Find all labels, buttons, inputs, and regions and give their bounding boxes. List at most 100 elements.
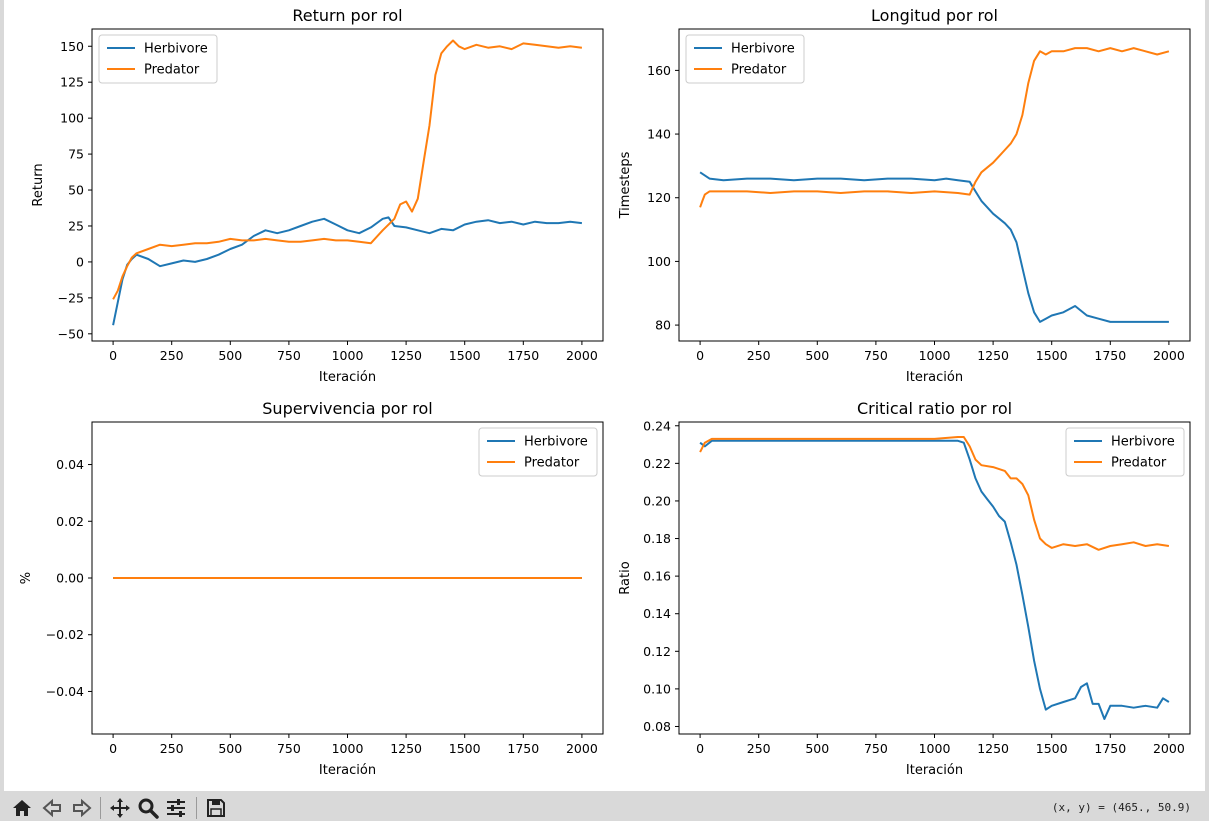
x-tick-label: 1250 <box>390 741 422 756</box>
x-tick-label: 750 <box>277 741 301 756</box>
y-tick-label: 150 <box>60 39 84 54</box>
x-tick-label: 2000 <box>566 348 598 363</box>
navigation-toolbar: (x, y) = (465., 50.9) <box>0 791 1209 821</box>
legend-label: Herbivore <box>524 435 588 450</box>
series-line-predator <box>112 39 583 300</box>
x-tick-label: 1750 <box>507 348 539 363</box>
x-tick-label: 1750 <box>1094 348 1126 363</box>
x-tick-label: 1000 <box>332 741 364 756</box>
chart-title: Longitud por rol <box>871 6 998 25</box>
y-axis-label: Timesteps <box>618 151 633 219</box>
x-tick-label: 500 <box>805 348 829 363</box>
chart-title: Critical ratio por rol <box>857 399 1012 418</box>
series-line-herbivore <box>699 171 1169 323</box>
y-tick-label: 0.00 <box>56 571 84 586</box>
y-tick-label: 100 <box>647 254 671 269</box>
back-button[interactable] <box>38 795 66 821</box>
cursor-coordinates: (x, y) = (465., 50.9) <box>1051 801 1191 814</box>
forward-button[interactable] <box>68 795 96 821</box>
y-axis-label: Ratio <box>618 561 633 594</box>
legend-label: Predator <box>524 456 580 471</box>
legend-label: Herbivore <box>1111 435 1175 450</box>
y-tick-label: 0.02 <box>56 514 84 529</box>
configure-button[interactable] <box>162 795 190 821</box>
legend-label: Predator <box>731 63 787 78</box>
x-tick-label: 1500 <box>1036 348 1068 363</box>
y-tick-label: 75 <box>68 147 84 162</box>
x-tick-label: 750 <box>864 348 888 363</box>
y-tick-label: −0.04 <box>46 684 84 699</box>
x-tick-label: 1500 <box>449 741 481 756</box>
home-icon <box>13 800 31 816</box>
x-tick-label: 250 <box>160 741 184 756</box>
x-tick-label: 500 <box>218 741 242 756</box>
y-tick-label: 0.18 <box>643 531 671 546</box>
x-tick-label: 250 <box>747 741 771 756</box>
y-tick-label: 160 <box>647 63 671 78</box>
y-tick-label: 0 <box>76 254 84 269</box>
save-button[interactable] <box>202 795 230 821</box>
toolbar-separator <box>196 797 197 819</box>
chart-title: Supervivencia por rol <box>262 399 432 418</box>
x-tick-label: 0 <box>696 348 704 363</box>
chart-title: Return por rol <box>292 6 402 25</box>
save-icon <box>207 799 225 817</box>
y-tick-label: 0.08 <box>643 719 671 734</box>
forward-icon <box>73 798 92 818</box>
x-axis-label: Iteración <box>906 370 963 385</box>
back-icon <box>42 798 61 818</box>
y-tick-label: 0.10 <box>643 681 671 696</box>
y-tick-label: 0.22 <box>643 456 671 471</box>
x-tick-label: 1000 <box>332 348 364 363</box>
x-tick-label: 1250 <box>977 741 1009 756</box>
x-axis-label: Iteración <box>319 763 376 778</box>
x-tick-label: 1250 <box>390 348 422 363</box>
legend-label: Herbivore <box>144 42 208 57</box>
series-line-predator <box>699 436 1170 551</box>
configure-icon <box>167 799 185 817</box>
x-axis-label: Iteración <box>906 763 963 778</box>
x-tick-label: 1750 <box>1094 741 1126 756</box>
x-tick-label: 0 <box>109 741 117 756</box>
zoom-icon <box>138 798 159 819</box>
pan-icon <box>110 798 130 818</box>
y-tick-label: −0.02 <box>46 627 84 642</box>
x-tick-label: 1500 <box>1036 741 1068 756</box>
x-tick-label: 0 <box>109 348 117 363</box>
y-axis-label: % <box>19 572 34 584</box>
series-line-predator <box>699 47 1170 208</box>
y-tick-label: 125 <box>60 75 84 90</box>
y-tick-label: 120 <box>647 190 671 205</box>
series-line-herbivore <box>112 216 583 326</box>
toolbar-separator <box>100 797 101 819</box>
series-line-herbivore <box>699 439 1170 720</box>
x-tick-label: 2000 <box>1153 741 1185 756</box>
y-tick-label: −50 <box>58 326 84 341</box>
y-tick-label: 140 <box>647 127 671 142</box>
y-tick-label: 0.16 <box>643 569 671 584</box>
x-tick-label: 2000 <box>566 741 598 756</box>
figure-canvas[interactable]: Return por rol 0 250 500 750 1000 1250 1500 1750… <box>4 0 1205 791</box>
x-tick-label: 750 <box>277 348 301 363</box>
y-tick-label: 100 <box>60 111 84 126</box>
y-tick-label: 0.04 <box>56 457 84 472</box>
x-tick-label: 750 <box>864 741 888 756</box>
y-tick-label: −25 <box>58 290 84 305</box>
y-tick-label: 50 <box>68 183 84 198</box>
y-tick-label: 0.24 <box>643 418 671 433</box>
zoom-button[interactable] <box>134 795 162 821</box>
pan-button[interactable] <box>106 795 134 821</box>
x-tick-label: 250 <box>160 348 184 363</box>
x-axis-label: Iteración <box>319 370 376 385</box>
x-tick-label: 0 <box>696 741 704 756</box>
x-tick-label: 1000 <box>919 348 951 363</box>
home-button[interactable] <box>8 795 36 821</box>
x-tick-label: 1250 <box>977 348 1009 363</box>
x-tick-label: 250 <box>747 348 771 363</box>
y-axis-label: Return <box>31 163 46 206</box>
legend-label: Predator <box>144 63 200 78</box>
x-tick-label: 1750 <box>507 741 539 756</box>
x-tick-label: 1500 <box>449 348 481 363</box>
